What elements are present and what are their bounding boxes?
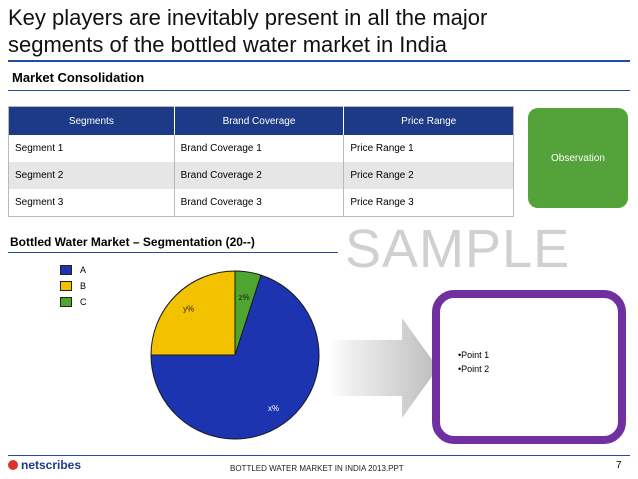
chart-title-divider [8,252,338,253]
table-header: Brand Coverage [174,106,345,135]
arrow-icon [330,318,438,418]
legend-item-a: A [60,265,86,275]
table-row: Segment 1 Brand Coverage 1 Price Range 1 [8,135,514,162]
observation-label: Observation [551,152,605,164]
observation-box: Observation [528,108,628,208]
table-cell: Segment 1 [8,135,175,162]
sample-watermark: SAMPLE [345,219,571,279]
pie-slice-b [150,270,236,356]
pie-data-label: x% [268,404,279,413]
legend-label: A [80,265,87,275]
legend-item-c: C [60,297,87,307]
slide-title: Key players are inevitably present in al… [8,5,488,57]
table-cell: Segment 3 [8,189,175,217]
bullet-point: •Point 2 [458,364,490,374]
title-divider [8,60,630,62]
points-list: •Point 1 •Point 2 [458,348,489,376]
pie-data-label: z% [239,293,250,302]
table-cell: Price Range 3 [350,197,414,208]
page-number: 7 [616,460,622,471]
legend-item-b: B [60,281,86,291]
legend-swatch-b [60,281,72,291]
footer-text: BOTTLED WATER MARKET IN INDIA 2013.PPT [230,464,404,473]
pie-data-label: y% [183,305,194,314]
table-cell: Price Range 2 [343,162,514,189]
section-subtitle: Market Consolidation [12,70,145,85]
bullet-point: •Point 1 [458,350,490,360]
chart-title: Bottled Water Market – Segmentation (20-… [10,235,255,249]
legend-swatch-c [60,297,72,307]
points-box: •Point 1 •Point 2 [432,290,626,444]
legend-swatch-a [60,265,72,275]
table-cell: Brand Coverage 1 [174,135,345,162]
table-cell: Price Range 1 [350,143,414,154]
pie-slice-a [150,274,320,440]
table-header: Segments [8,106,175,135]
netscribes-logo: netscribes [8,458,81,472]
segments-table: Segments Brand Coverage Price Range Segm… [8,106,514,217]
subtitle-divider [8,90,630,91]
table-row: Segment 2 Brand Coverage 2 Price Range 2 [8,162,514,189]
footer-divider [8,455,630,456]
table-cell: Brand Coverage 3 [174,189,345,217]
table-row: Segment 3 Brand Coverage 3 Price Range 3 [8,189,514,217]
legend-label: C [80,297,87,307]
table-cell: Segment 2 [8,162,175,189]
logo-mark-icon [8,460,18,470]
pie-slice-c [234,270,262,356]
table-header-row: Segments Brand Coverage Price Range [8,106,514,135]
legend-label: B [80,281,87,291]
segmentation-pie-chart: x% y% z% [150,270,320,440]
table-cell: Brand Coverage 2 [174,162,345,189]
logo-text: netscribes [21,458,82,472]
table-header: Price Range [343,106,514,135]
